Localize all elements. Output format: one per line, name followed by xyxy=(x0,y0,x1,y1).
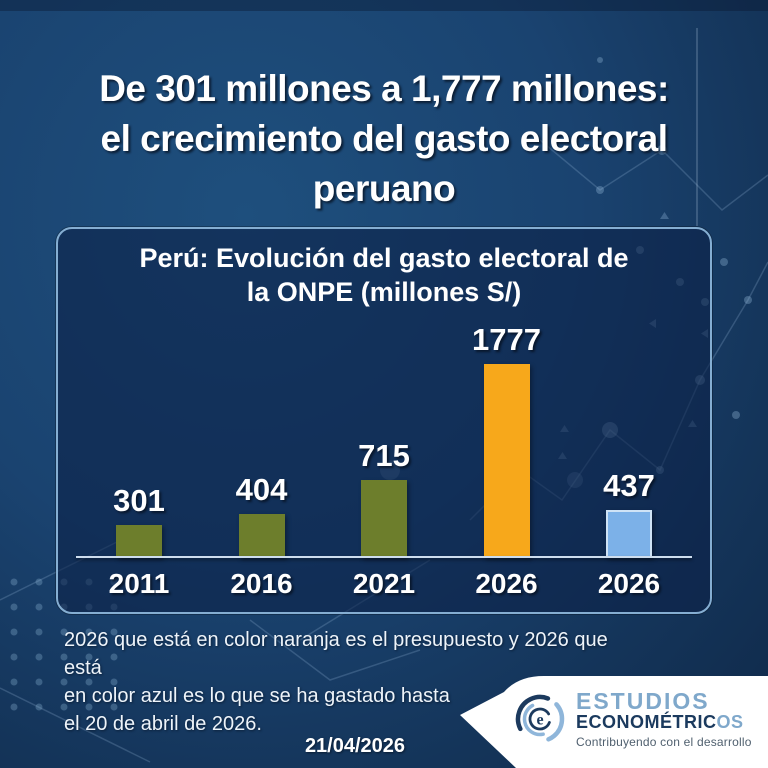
logo-brand-line1: ESTUDIOS xyxy=(576,688,710,715)
logo-brand-line2-end: OS xyxy=(716,712,744,733)
logo-tagline: Contribuyendo con el desarrollo xyxy=(576,735,752,750)
bar-year-label: 2016 xyxy=(230,567,293,599)
footnote-line3: el 20 de abril de 2026. xyxy=(64,713,262,735)
logo-text-block: ESTUDIOS ECONOMÉTRICOS Contribuyendo con… xyxy=(576,689,752,749)
bar-value-label: 437 xyxy=(603,468,655,503)
bar-column-2026: 1777 2026 xyxy=(456,229,558,609)
page-title-line3: peruano xyxy=(312,168,456,209)
bar-2021 xyxy=(361,480,407,558)
bar-value-label: 715 xyxy=(358,438,410,473)
page-title-line1: De 301 millones a 1,777 millones: xyxy=(99,68,669,109)
logo-monogram-icon: e xyxy=(515,694,565,744)
chart-title-line2: la ONPE (millones S/) xyxy=(246,277,522,307)
bar-2016 xyxy=(238,514,285,558)
bar-year-label: 2021 xyxy=(352,567,416,599)
bar-year-label: 2011 xyxy=(108,567,170,599)
bar-column-2016: 404 2016 xyxy=(211,229,313,609)
bar-column-2026: 437 2026 xyxy=(578,229,680,609)
footnote-line1: 2026 que está en color naranja es el pre… xyxy=(64,629,608,679)
bar-2026 xyxy=(606,510,652,558)
bar-column-2011: 301 2011 xyxy=(88,229,190,609)
logo-monogram-letter: e xyxy=(536,712,543,729)
bar-2026 xyxy=(483,364,530,558)
bar-value-label: 404 xyxy=(235,472,288,507)
chart-panel: Perú: Evolución del gasto electoral de l… xyxy=(56,227,712,614)
bar-value-label: 1777 xyxy=(472,322,541,357)
footnote-line2: en color azul es lo que se ha gastado ha… xyxy=(64,685,450,707)
footnote: 2026 que está en color naranja es el pre… xyxy=(64,626,644,738)
bar-value-label: 301 xyxy=(113,483,165,518)
bar-chart: 301 2011 404 2016 715 2021 1777 2026 437 2026 xyxy=(74,229,694,609)
chart-title-line1: Perú: Evolución del gasto electoral de xyxy=(139,243,629,273)
chart-title: Perú: Evolución del gasto electoral de l… xyxy=(86,241,682,309)
top-edge-band xyxy=(0,0,768,11)
date-label: 21/04/2026 xyxy=(304,735,406,757)
logo-brand-line2-main: ECONOMÉTRIC xyxy=(576,712,717,733)
bar-year-label: 2026 xyxy=(597,567,661,599)
page-title: De 301 millones a 1,777 millones: el cre… xyxy=(18,64,750,214)
logo-brand-line2: ECONOMÉTRICOS xyxy=(576,713,752,732)
bar-column-2021: 715 2021 xyxy=(333,229,435,609)
logo-banner: e ESTUDIOS ECONOMÉTRICOS Contribuyendo c… xyxy=(456,670,768,768)
bar-year-label: 2026 xyxy=(475,567,538,599)
bar-2011 xyxy=(116,525,162,558)
page-title-line2: el crecimiento del gasto electoral xyxy=(100,118,669,159)
x-axis-line xyxy=(76,556,692,558)
